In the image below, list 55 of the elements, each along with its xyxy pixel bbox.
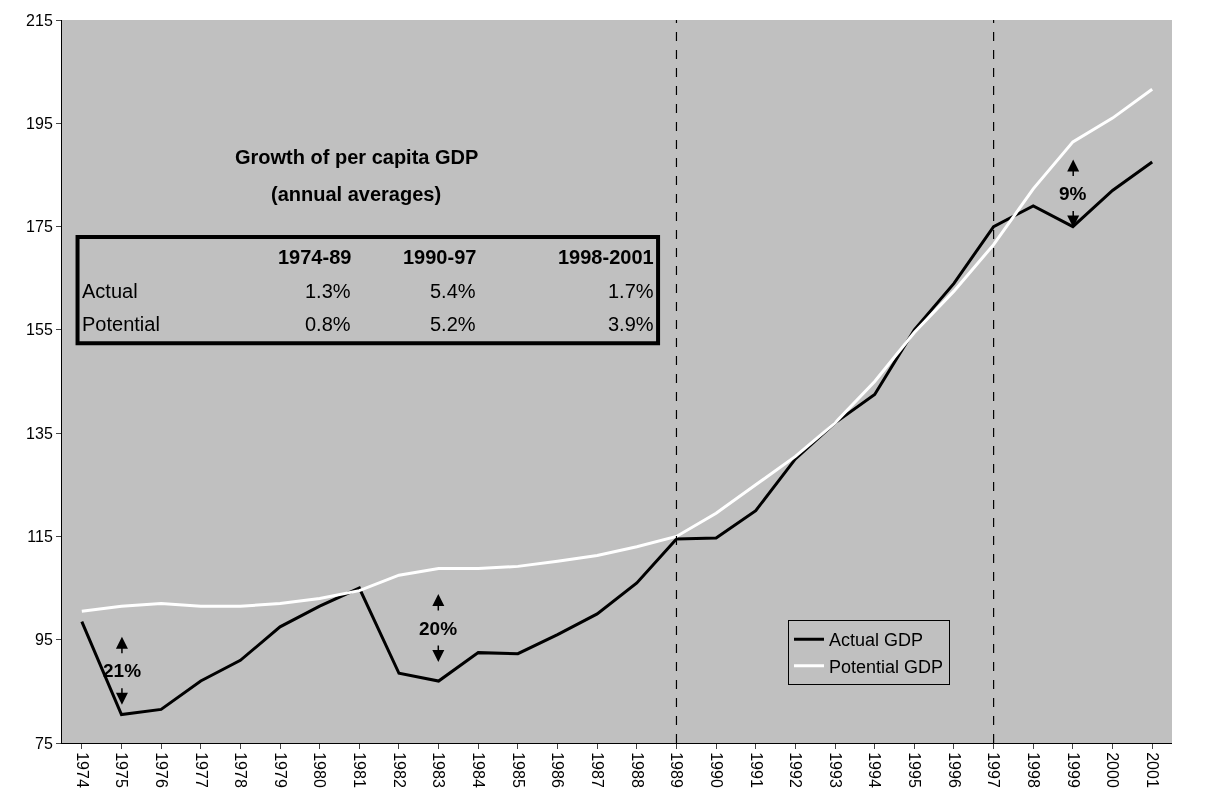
annotation: Actual [82,280,138,302]
x-tick-label: 1975 [113,752,131,788]
y-tick-label: 115 [27,528,53,546]
x-tick-label: 2000 [1104,752,1122,788]
x-tick-label: 1980 [311,752,329,788]
x-tick-label: 1990 [707,752,725,788]
x-tick-label: 1996 [945,752,963,788]
annotation: (annual averages) [271,183,442,205]
annotation: 0.8% [305,313,351,335]
y-tick-label: 175 [26,218,53,236]
y-tick-label: 75 [35,734,53,752]
x-tick-label: 1994 [866,752,884,788]
x-tick-label: 1987 [588,752,606,788]
x-tick-label: 1974 [73,752,91,788]
x-tick-label: 1986 [549,752,567,788]
x-tick-label: 1978 [232,752,250,788]
x-tick-label: 1982 [390,752,408,788]
x-tick-label: 2001 [1143,752,1161,788]
annotation: 1990-97 [403,246,477,268]
annotation: Growth of per capita GDP [235,146,479,168]
x-tick-label: 1998 [1025,752,1043,788]
x-tick-label: 1979 [271,752,289,788]
y-tick-label: 155 [26,321,53,339]
annotation: 1.3% [305,280,351,302]
annotation: 5.4% [430,280,476,302]
annotation: 20% [419,618,458,639]
y-tick-label: 195 [26,114,53,132]
x-tick-label: 1997 [985,752,1003,788]
x-tick-label: 1992 [787,752,805,788]
x-tick-label: 1976 [152,752,170,788]
annotation: 21% [103,660,142,681]
x-tick-label: 1985 [509,752,527,788]
annotation: 1974-89 [278,246,352,268]
x-tick-label: 1991 [747,752,765,788]
x-tick-label: 1999 [1064,752,1082,788]
x-tick-label: 1981 [351,752,369,788]
annotation: 3.9% [608,313,654,335]
annotation: 1998-2001 [558,246,654,268]
legend-label: Actual GDP [829,630,924,651]
x-tick-label: 1977 [192,752,210,788]
x-tick-label: 1983 [430,752,448,788]
legend-label: Potential GDP [829,656,944,677]
y-tick-label: 135 [26,424,53,442]
annotation: 5.2% [430,313,476,335]
annotation: 9% [1059,183,1087,204]
x-tick-label: 1988 [628,752,646,788]
annotation: Potential [82,313,160,335]
x-tick-label: 1995 [906,752,924,788]
annotation: 1.7% [608,280,654,302]
x-tick-label: 1989 [668,752,686,788]
y-tick-label: 215 [26,11,53,29]
x-tick-label: 1984 [470,752,488,788]
x-tick-label: 1993 [826,752,844,788]
y-tick-label: 95 [35,631,53,649]
line-series [80,87,1154,613]
